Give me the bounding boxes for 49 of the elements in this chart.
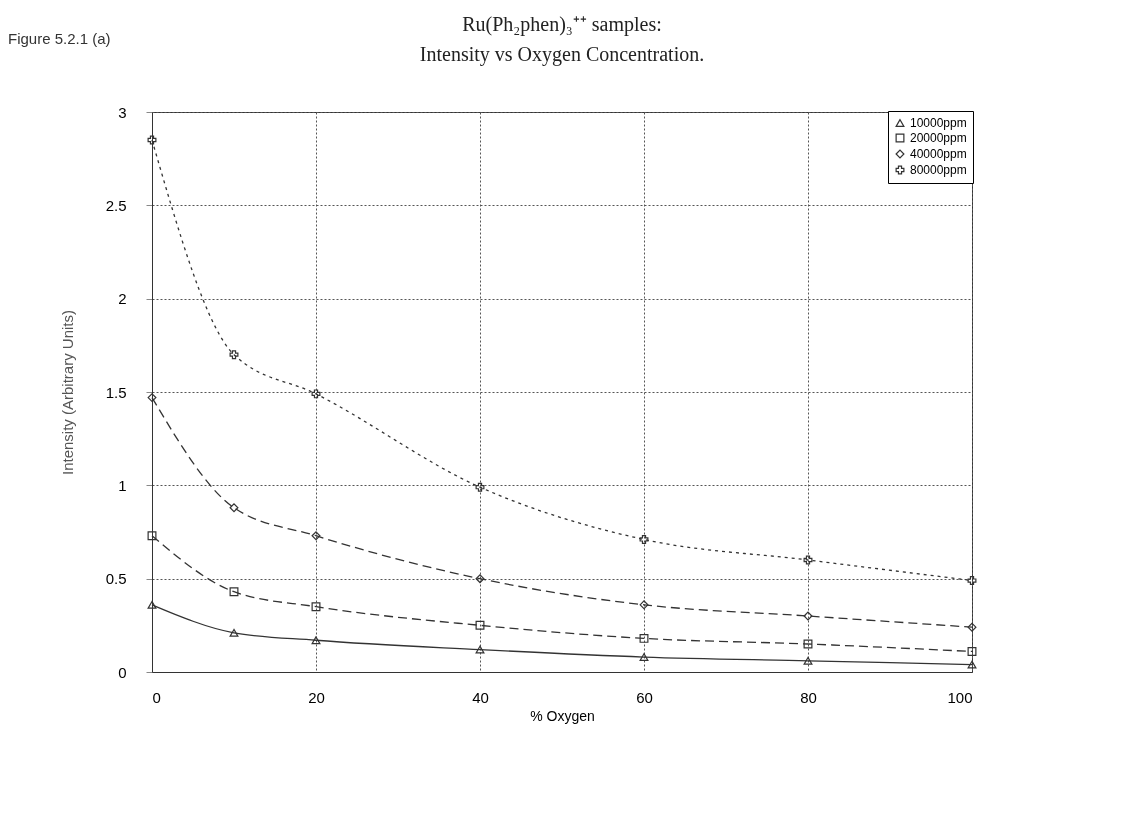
y-tick-label: 1 bbox=[118, 476, 127, 494]
point bbox=[803, 656, 813, 665]
y-axis-title: Intensity (Arbitrary Units) bbox=[58, 309, 76, 476]
y-tick-label: 1.5 bbox=[105, 383, 127, 401]
y-tick-label: 3 bbox=[118, 103, 127, 121]
legend-label: 10000ppm bbox=[910, 116, 967, 130]
point bbox=[639, 653, 649, 662]
x-tick-label: 0 bbox=[152, 688, 161, 706]
x-tick-label: 80 bbox=[800, 688, 817, 706]
y-tick-label: 0.5 bbox=[105, 570, 127, 588]
point bbox=[311, 531, 321, 541]
point bbox=[475, 645, 485, 654]
caption: Figure 5.2.1 (a) bbox=[8, 30, 111, 47]
x-tick-label: 60 bbox=[636, 688, 653, 706]
point bbox=[311, 602, 321, 612]
point bbox=[229, 503, 239, 513]
point bbox=[229, 628, 239, 637]
point bbox=[967, 660, 977, 669]
point bbox=[639, 600, 649, 610]
point bbox=[147, 135, 157, 145]
chart-subtitle: Intensity vs Oxygen Concentration. bbox=[419, 43, 705, 66]
y-tick-label: 0 bbox=[118, 663, 127, 681]
point bbox=[639, 633, 649, 643]
point bbox=[147, 531, 157, 541]
point bbox=[475, 574, 485, 584]
legend-label: 80000ppm bbox=[910, 163, 967, 177]
point bbox=[229, 587, 239, 597]
x-axis-title: % Oxygen bbox=[530, 707, 595, 724]
point bbox=[967, 576, 977, 586]
point bbox=[147, 600, 157, 609]
point bbox=[803, 639, 813, 649]
x-tick-label: 20 bbox=[308, 688, 325, 706]
point bbox=[311, 389, 321, 399]
point bbox=[967, 622, 977, 632]
legend-label: 20000ppm bbox=[910, 131, 967, 145]
y-tick-label: 2.5 bbox=[105, 196, 127, 214]
legend-label: 40000ppm bbox=[910, 147, 967, 161]
point bbox=[311, 636, 321, 645]
x-tick-label: 40 bbox=[472, 688, 489, 706]
x-tick-label: 100 bbox=[947, 688, 973, 706]
point bbox=[803, 611, 813, 621]
chart-title: Ru(Ph₂phen)₃⁺⁺ samples: bbox=[462, 13, 662, 36]
point bbox=[803, 555, 813, 565]
point bbox=[475, 482, 485, 492]
point bbox=[639, 534, 649, 544]
y-tick-label: 2 bbox=[118, 290, 127, 308]
point bbox=[475, 620, 485, 630]
point bbox=[967, 646, 977, 656]
point bbox=[229, 350, 239, 360]
